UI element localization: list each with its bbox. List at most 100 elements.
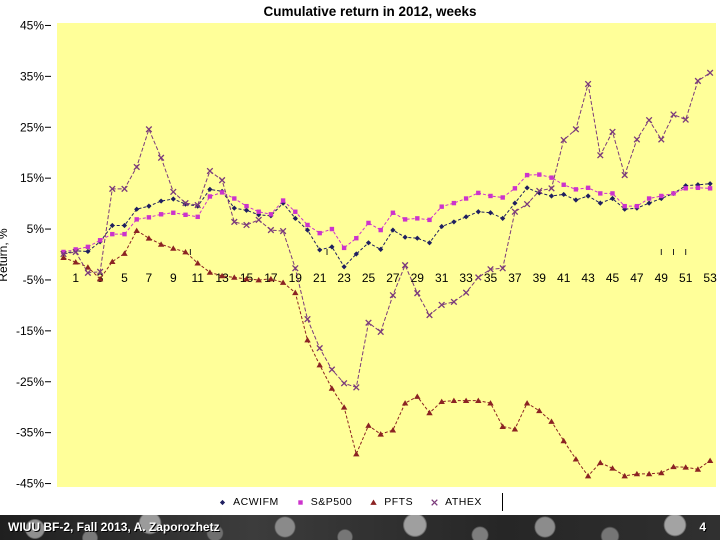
marker-x <box>694 77 702 85</box>
marker-x <box>645 116 653 124</box>
marker-x <box>438 301 445 309</box>
marker-triangle <box>206 269 214 275</box>
marker-triangle <box>96 275 104 282</box>
marker-square <box>427 217 432 223</box>
marker-triangle <box>389 427 397 433</box>
marker-diamond <box>585 193 591 199</box>
marker-square <box>73 247 78 252</box>
y-tick-label: -5% <box>23 273 45 287</box>
marker-square <box>561 182 566 187</box>
marker-x <box>658 136 665 143</box>
x-tick-label: 7 <box>146 271 153 285</box>
marker-triangle <box>658 469 665 476</box>
marker-square <box>219 190 225 195</box>
marker-x <box>597 151 604 159</box>
marker-triangle <box>597 459 604 466</box>
marker-triangle <box>414 393 421 399</box>
marker-square <box>329 226 335 232</box>
marker-x <box>462 289 470 296</box>
marker-square <box>598 191 603 196</box>
marker-triangle <box>548 418 555 424</box>
marker-square <box>195 214 200 220</box>
marker-square <box>232 196 237 201</box>
legend-item-ACWIFM: ACWIFM <box>217 496 279 508</box>
y-tick-label: 5% <box>27 222 45 236</box>
marker-triangle <box>499 423 506 429</box>
x-marker-icon <box>431 498 438 506</box>
y-tick-label: 35% <box>20 69 44 83</box>
marker-triangle <box>133 227 140 233</box>
marker-x <box>182 199 189 207</box>
marker-diamond <box>597 200 603 206</box>
marker-diamond <box>707 181 713 187</box>
marker-triangle <box>462 397 470 403</box>
marker-square <box>671 191 676 196</box>
marker-square <box>683 186 688 191</box>
marker-triangle <box>645 470 653 477</box>
marker-x <box>255 216 262 224</box>
marker-square <box>500 195 505 200</box>
marker-x <box>340 380 348 387</box>
marker-diamond <box>280 200 286 206</box>
marker-square <box>659 193 664 199</box>
x-tick-label: 41 <box>557 271 571 285</box>
marker-x <box>389 291 397 299</box>
marker-triangle <box>84 264 92 270</box>
marker-square <box>439 204 444 209</box>
marker-square <box>512 186 518 191</box>
marker-triangle <box>487 400 494 406</box>
marker-square <box>634 203 640 209</box>
x-tick-label: 27 <box>386 271 400 285</box>
marker-square <box>366 220 371 226</box>
marker-x <box>84 269 92 277</box>
marker-diamond <box>170 196 176 202</box>
marker-square <box>402 217 408 222</box>
x-tick-label: 29 <box>411 271 425 285</box>
marker-x <box>475 274 482 281</box>
marker-triangle <box>401 400 409 406</box>
marker-triangle <box>121 250 128 256</box>
marker-square <box>268 212 274 217</box>
marker-diamond <box>402 234 408 240</box>
marker-triangle <box>279 279 287 285</box>
legend-label: ACWIFM <box>233 496 279 508</box>
marker-square <box>158 212 164 217</box>
x-tick-label: 53 <box>703 271 717 285</box>
marker-diamond <box>561 191 567 198</box>
marker-square <box>85 244 91 250</box>
x-tick-label: 9 <box>170 271 177 285</box>
marker-x <box>670 111 677 118</box>
marker-triangle <box>182 248 189 255</box>
marker-x <box>511 208 519 216</box>
marker-triangle <box>475 397 482 403</box>
marker-diamond <box>500 215 506 221</box>
marker-square <box>305 222 310 228</box>
marker-x <box>426 311 433 319</box>
marker-square <box>390 210 396 215</box>
marker-triangle <box>584 472 592 479</box>
marker-diamond <box>414 235 420 241</box>
marker-square <box>244 203 249 209</box>
marker-x <box>60 250 67 258</box>
marker-diamond <box>304 227 311 233</box>
marker-square <box>695 185 701 191</box>
marker-square <box>537 172 542 177</box>
marker-triangle <box>633 470 641 477</box>
marker-square <box>256 209 261 214</box>
legend-label: PFTS <box>384 496 414 508</box>
marker-diamond <box>158 198 164 204</box>
marker-diamond <box>353 251 359 257</box>
x-tick-label: 51 <box>679 271 693 285</box>
marker-diamond <box>475 209 481 215</box>
marker-square <box>585 185 591 191</box>
marker-triangle <box>353 451 360 457</box>
y-tick-label: 45% <box>20 18 44 32</box>
marker-diamond <box>378 246 384 253</box>
marker-square <box>549 175 554 180</box>
marker-diamond <box>121 222 128 229</box>
y-tick-label: -45% <box>16 477 44 491</box>
marker-triangle <box>572 456 580 462</box>
marker-diamond <box>524 185 530 191</box>
marker-square <box>183 212 188 217</box>
marker-x <box>328 366 336 373</box>
